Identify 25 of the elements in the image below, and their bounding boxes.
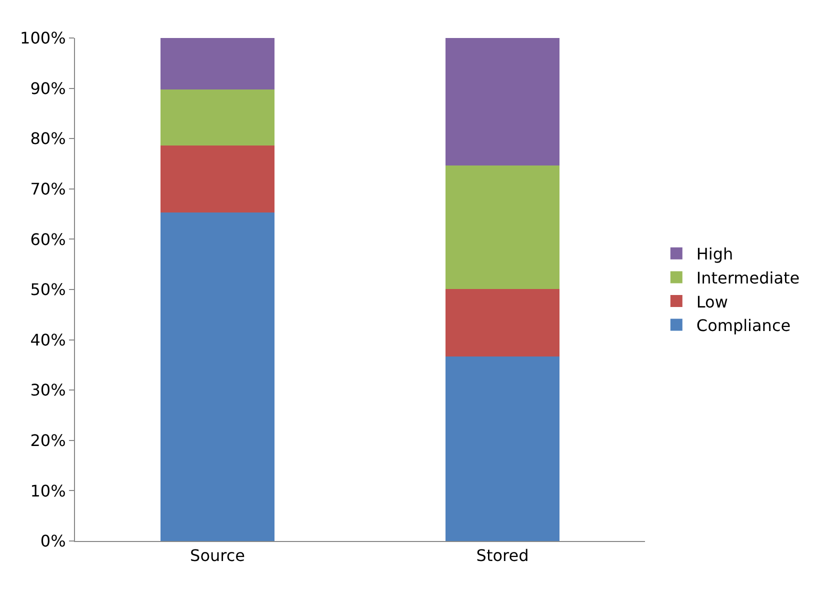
bar [446,38,560,166]
y-tick-label: 100% [20,28,66,48]
y-tick-label: 90% [30,78,66,98]
legend-label: High [696,244,734,264]
y-tick-label: 60% [30,230,66,249]
legend-label: Compliance [696,316,791,336]
bar [446,356,560,541]
bar [160,38,274,90]
x-tick-label: Source [190,546,245,566]
bar [446,289,560,356]
y-tick-label: 70% [30,180,66,198]
y-tick-label: 40% [30,330,66,350]
y-tick-label: 10% [30,481,66,500]
y-tick-label: 0% [40,532,66,551]
y-tick-label: 30% [30,380,66,400]
legend-label: Intermediate [696,268,800,288]
y-tick-label: 20% [30,431,66,450]
y-tick-label: 80% [30,129,66,148]
bar [160,146,274,213]
legend-label: Low [696,292,728,312]
y-tick-label: 50% [30,280,66,300]
bar [446,165,560,289]
bar [160,89,274,146]
bar [160,212,274,541]
x-tick-label: Stored [476,546,529,566]
